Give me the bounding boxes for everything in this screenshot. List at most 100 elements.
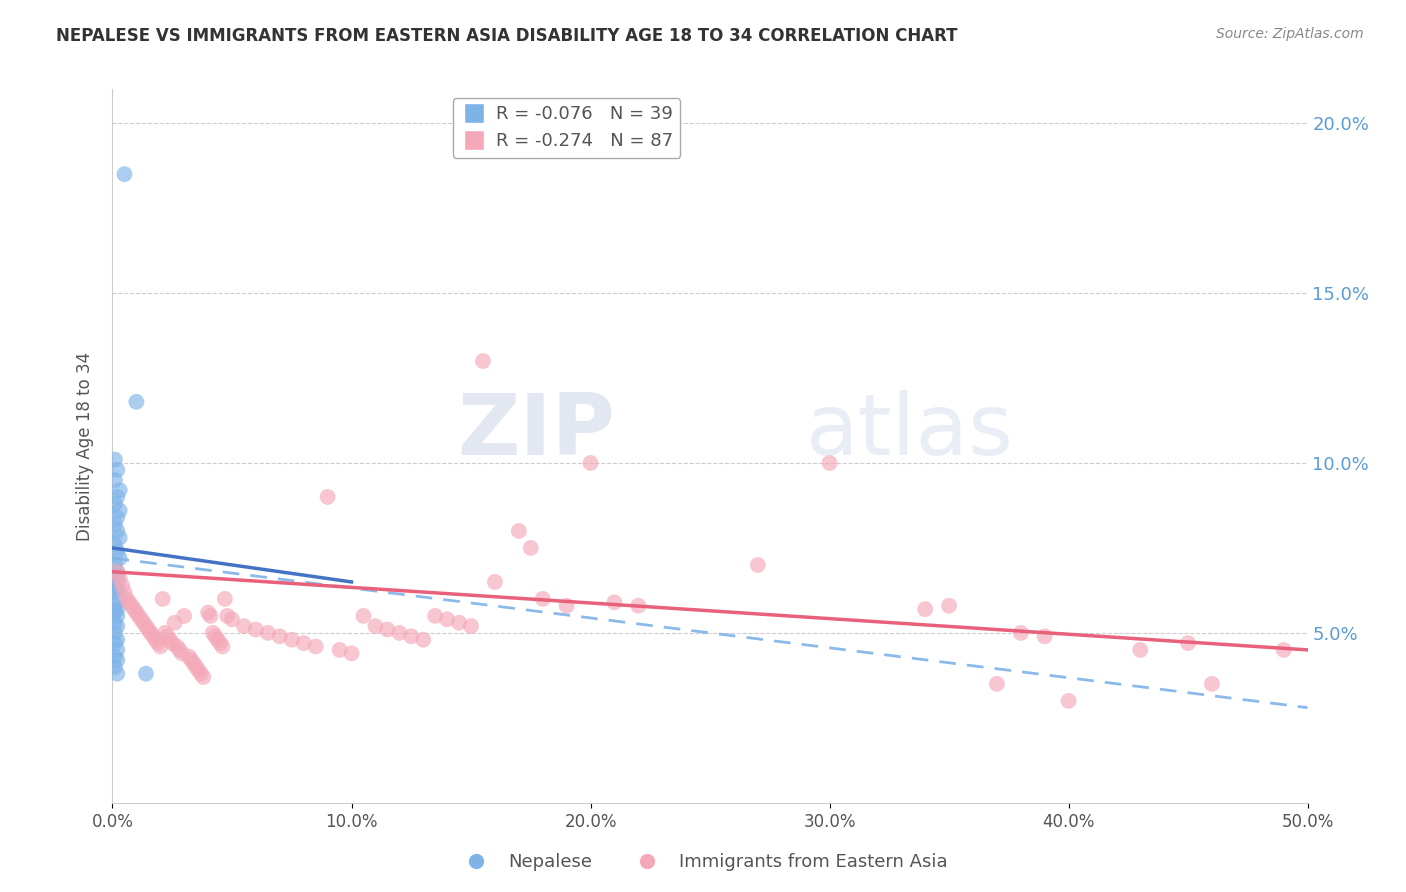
- Y-axis label: Disability Age 18 to 34: Disability Age 18 to 34: [76, 351, 94, 541]
- Point: [173, 608, 195, 623]
- Point: [105, 524, 128, 538]
- Point: [193, 670, 215, 684]
- Point: [447, 615, 470, 630]
- Point: [162, 636, 183, 650]
- Point: [292, 636, 315, 650]
- Point: [149, 640, 172, 654]
- Point: [531, 591, 554, 606]
- Point: [1129, 643, 1152, 657]
- Point: [104, 615, 127, 630]
- Point: [105, 572, 128, 586]
- Point: [352, 608, 374, 623]
- Point: [186, 660, 208, 674]
- Point: [233, 619, 256, 633]
- Point: [401, 629, 423, 643]
- Point: [305, 640, 328, 654]
- Point: [245, 623, 267, 637]
- Point: [105, 653, 128, 667]
- Point: [197, 606, 219, 620]
- Point: [316, 490, 339, 504]
- Point: [1201, 677, 1223, 691]
- Point: [340, 646, 363, 660]
- Point: [364, 619, 387, 633]
- Point: [104, 660, 127, 674]
- Point: [104, 452, 127, 467]
- Point: [169, 643, 191, 657]
- Text: NEPALESE VS IMMIGRANTS FROM EASTERN ASIA DISABILITY AGE 18 TO 34 CORRELATION CHA: NEPALESE VS IMMIGRANTS FROM EASTERN ASIA…: [56, 27, 957, 45]
- Point: [200, 608, 222, 623]
- Point: [436, 612, 458, 626]
- Point: [747, 558, 769, 572]
- Point: [135, 666, 157, 681]
- Point: [484, 574, 506, 589]
- Point: [108, 503, 131, 517]
- Point: [114, 167, 135, 181]
- Point: [128, 608, 150, 623]
- Point: [111, 578, 134, 592]
- Point: [121, 599, 143, 613]
- Point: [105, 463, 128, 477]
- Point: [129, 612, 152, 626]
- Point: [105, 565, 128, 579]
- Point: [170, 646, 193, 660]
- Point: [603, 595, 626, 609]
- Legend: Nepalese, Immigrants from Eastern Asia: Nepalese, Immigrants from Eastern Asia: [451, 847, 955, 879]
- Text: atlas: atlas: [806, 390, 1014, 474]
- Point: [108, 551, 131, 566]
- Point: [425, 608, 447, 623]
- Point: [104, 497, 127, 511]
- Point: [472, 354, 495, 368]
- Point: [145, 632, 167, 647]
- Point: [135, 619, 157, 633]
- Point: [108, 483, 131, 498]
- Point: [217, 608, 239, 623]
- Point: [125, 394, 148, 409]
- Point: [114, 585, 135, 599]
- Point: [204, 629, 226, 643]
- Point: [105, 582, 128, 596]
- Point: [214, 591, 236, 606]
- Point: [986, 677, 1008, 691]
- Point: [1272, 643, 1295, 657]
- Point: [221, 612, 243, 626]
- Point: [281, 632, 304, 647]
- Point: [914, 602, 936, 616]
- Point: [146, 636, 169, 650]
- Point: [105, 544, 128, 558]
- Point: [105, 619, 128, 633]
- Point: [818, 456, 841, 470]
- Point: [105, 608, 128, 623]
- Point: [555, 599, 578, 613]
- Point: [180, 653, 202, 667]
- Point: [115, 591, 138, 606]
- Point: [104, 649, 127, 664]
- Point: [132, 615, 155, 630]
- Point: [104, 636, 127, 650]
- Point: [152, 591, 174, 606]
- Point: [460, 619, 482, 633]
- Point: [105, 602, 128, 616]
- Point: [105, 490, 128, 504]
- Point: [627, 599, 650, 613]
- Point: [211, 640, 233, 654]
- Point: [388, 626, 411, 640]
- Point: [104, 558, 127, 572]
- Point: [108, 591, 131, 606]
- Point: [139, 626, 162, 640]
- Point: [508, 524, 530, 538]
- Point: [104, 599, 127, 613]
- Point: [104, 473, 127, 487]
- Point: [156, 629, 179, 643]
- Point: [122, 602, 145, 616]
- Point: [412, 632, 434, 647]
- Point: [269, 629, 291, 643]
- Point: [104, 585, 127, 599]
- Point: [1010, 626, 1032, 640]
- Point: [125, 606, 148, 620]
- Point: [1033, 629, 1056, 643]
- Point: [166, 640, 188, 654]
- Point: [105, 510, 128, 524]
- Point: [142, 629, 165, 643]
- Point: [105, 643, 128, 657]
- Point: [938, 599, 960, 613]
